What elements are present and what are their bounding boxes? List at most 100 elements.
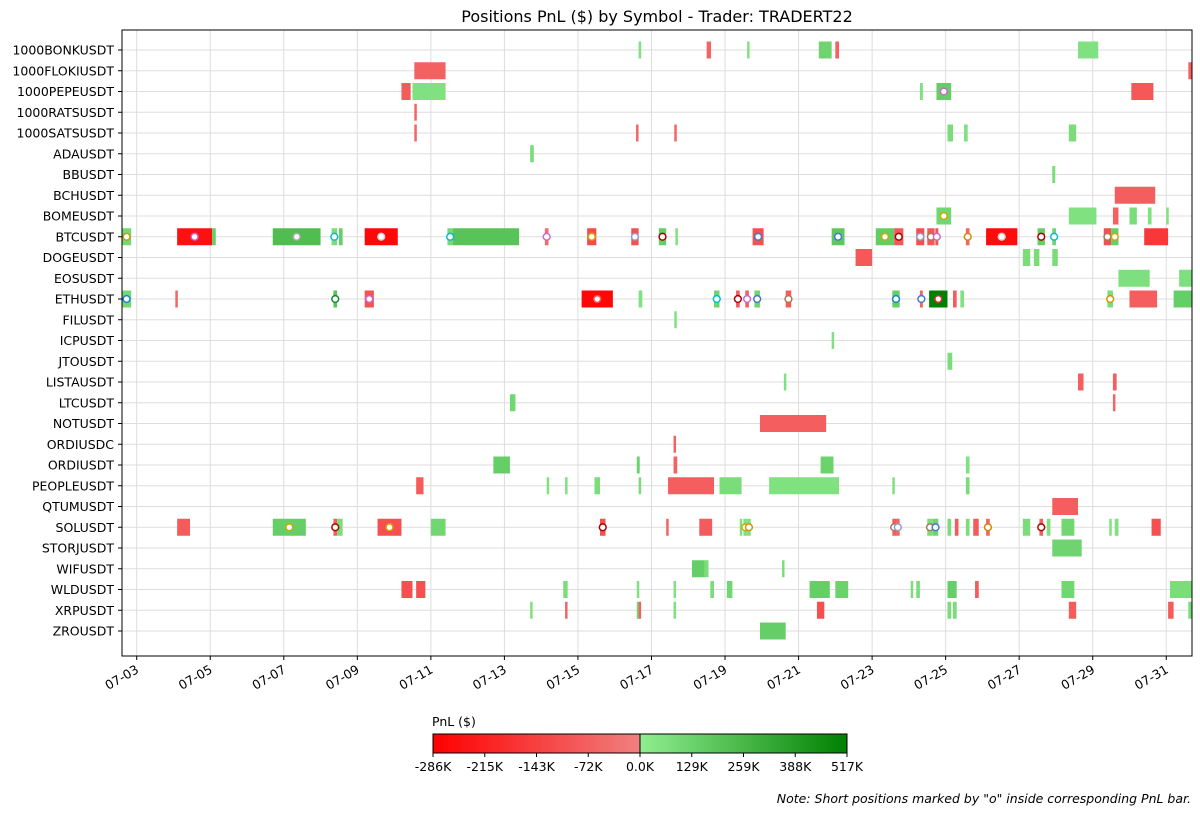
y-tick-label: ICPUSDT — [60, 333, 115, 348]
y-tick-label: 1000SATSUSDT — [17, 126, 115, 141]
pnl-bar — [855, 249, 873, 266]
pnl-bar — [412, 83, 446, 100]
pnl-bar — [769, 477, 840, 495]
short-marker — [1037, 523, 1046, 532]
pnl-bar — [565, 601, 568, 619]
pnl-bar — [1173, 290, 1192, 308]
pnl-bar — [1112, 207, 1119, 225]
pnl-bar — [673, 581, 677, 598]
pnl-bar — [1046, 518, 1051, 536]
pnl-bar — [565, 477, 568, 495]
pnl-bar — [809, 581, 830, 598]
short-marker — [744, 523, 754, 532]
short-marker — [712, 294, 721, 304]
y-tick-label: 1000PEPEUSDT — [17, 84, 114, 99]
short-marker — [1049, 232, 1059, 241]
pnl-bar — [820, 456, 834, 474]
pnl-bar — [1114, 518, 1119, 536]
short-marker — [997, 232, 1006, 241]
pnl-bar — [1022, 518, 1031, 536]
short-marker — [330, 232, 339, 241]
short-marker — [658, 232, 667, 241]
pnl-bar — [1078, 373, 1084, 391]
y-tick-label: BTCUSDT — [55, 229, 114, 244]
pnl-bar — [691, 560, 705, 578]
pnl-bar — [636, 124, 639, 142]
pnl-bar — [759, 415, 827, 432]
pnl-bar — [338, 228, 343, 246]
pnl-bar — [704, 560, 709, 578]
y-tick-label: 1000BONKUSDT — [12, 43, 114, 58]
pnl-bar — [509, 394, 516, 412]
x-tick-label: 07-07 — [249, 662, 288, 693]
short-marker — [753, 232, 763, 241]
short-marker — [385, 523, 394, 532]
pnl-bar — [638, 477, 642, 495]
pnl-bar — [563, 581, 568, 598]
pnl-bar — [759, 622, 786, 640]
x-tick-label: 07-15 — [543, 662, 582, 693]
pnl-bar — [719, 477, 742, 495]
short-marker — [932, 232, 941, 241]
pnl-bar — [414, 124, 417, 142]
y-tick-label: ADAUSDT — [53, 146, 114, 161]
pnl-bar — [636, 601, 640, 619]
pnl-bar — [636, 456, 640, 474]
pnl-bar — [947, 124, 953, 142]
pnl-bar — [706, 41, 712, 59]
y-tick-label: PEOPLEUSDT — [32, 478, 114, 493]
pnl-bar — [710, 581, 714, 598]
pnl-bar — [1022, 249, 1031, 266]
pnl-bar — [1179, 269, 1192, 287]
pnl-bar — [1151, 518, 1161, 536]
short-marker — [893, 523, 902, 532]
pnl-bar — [493, 456, 510, 474]
y-tick-label: 1000RATSUSDT — [17, 105, 115, 120]
short-marker — [939, 211, 948, 221]
short-marker — [446, 232, 455, 241]
pnl-bar — [919, 83, 923, 100]
pnl-bar — [1068, 601, 1077, 619]
short-marker — [331, 523, 340, 532]
pnl-bar — [177, 518, 191, 536]
short-marker — [983, 523, 993, 532]
y-tick-label: 1000FLOKIUSDT — [12, 63, 114, 78]
pnl-bar — [1118, 269, 1150, 287]
short-marker — [880, 232, 890, 241]
pnl-bar — [965, 456, 970, 474]
short-marker — [598, 523, 607, 532]
short-marker — [1106, 294, 1115, 304]
pnl-bar — [1112, 373, 1117, 391]
pnl-bar — [673, 601, 677, 619]
pnl-bar — [638, 601, 642, 619]
y-tick-label: LISTAUSDT — [46, 375, 115, 390]
pnl-bar — [401, 581, 413, 598]
short-marker — [1110, 232, 1119, 241]
x-tick-label: 07-11 — [396, 662, 435, 693]
short-marker — [630, 232, 640, 241]
pnl-bar — [1068, 124, 1077, 142]
y-tick-label: ZROUSDT — [53, 624, 115, 639]
x-tick-label: 07-21 — [764, 662, 803, 693]
pnl-bar — [1052, 498, 1079, 515]
x-tick-label: 07-29 — [1058, 662, 1097, 693]
short-marker — [733, 294, 743, 304]
pnl-bar — [965, 518, 970, 536]
pnl-bar — [1052, 539, 1082, 557]
pnl-bar — [1033, 249, 1040, 266]
y-tick-label: DOGEUSDT — [43, 250, 115, 265]
short-marker — [963, 232, 972, 241]
colorbar-label: PnL ($) — [432, 714, 476, 729]
pnl-bar — [947, 518, 952, 536]
colorbar: PnL ($) -286K -215K -143K -72K 0.0K 129K 259K 3… — [415, 714, 864, 774]
short-marker — [365, 294, 374, 304]
short-marker — [542, 232, 551, 241]
plot-frame — [121, 29, 1193, 657]
pnl-bar — [638, 290, 643, 308]
colorbar-tick-label: -143K — [518, 759, 555, 774]
y-tick-label: LTCUSDT — [59, 395, 115, 410]
pnl-bar — [1129, 290, 1158, 308]
pnl-bar — [414, 103, 417, 121]
chart-title: Positions PnL ($) by Symbol - Trader: TR… — [461, 7, 853, 26]
pnl-bar — [1052, 249, 1058, 266]
